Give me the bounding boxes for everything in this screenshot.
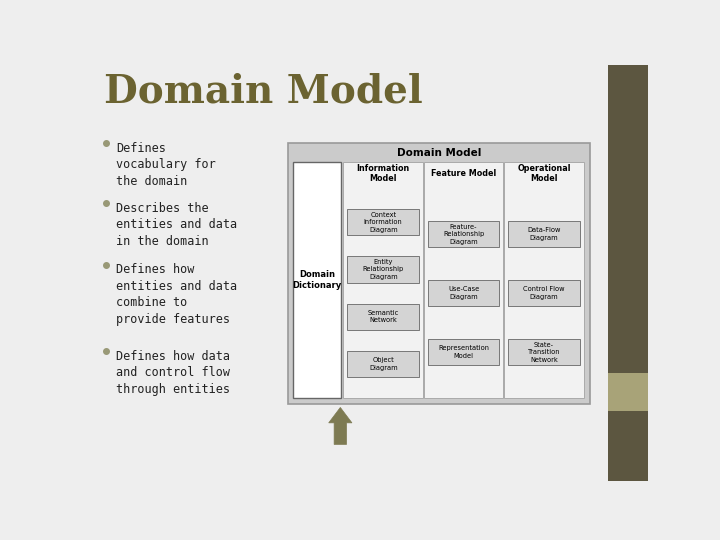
- Text: Control Flow
Diagram: Control Flow Diagram: [523, 286, 564, 300]
- Text: Information
Model: Information Model: [356, 164, 410, 183]
- Bar: [428, 339, 500, 365]
- Bar: [293, 162, 341, 398]
- Bar: [347, 351, 419, 377]
- Bar: [347, 256, 419, 282]
- Text: Semantic
Network: Semantic Network: [368, 310, 399, 323]
- Bar: [343, 162, 423, 398]
- Text: Operational
Model: Operational Model: [517, 164, 571, 183]
- Bar: [287, 143, 590, 403]
- Bar: [608, 373, 648, 411]
- Polygon shape: [329, 408, 352, 444]
- Bar: [608, 411, 648, 481]
- Text: Object
Diagram: Object Diagram: [369, 357, 397, 371]
- Text: Describes the
entities and data
in the domain: Describes the entities and data in the d…: [117, 202, 238, 248]
- Bar: [508, 221, 580, 247]
- Bar: [347, 209, 419, 235]
- Text: Data-Flow
Diagram: Data-Flow Diagram: [527, 227, 561, 241]
- Text: State-
Transition
Network: State- Transition Network: [528, 342, 560, 363]
- Text: Defines
vocabulary for
the domain: Defines vocabulary for the domain: [117, 142, 216, 188]
- Bar: [508, 339, 580, 365]
- Bar: [508, 280, 580, 306]
- Text: Domain
Dictionary: Domain Dictionary: [292, 271, 342, 290]
- Text: Defines how data
and control flow
through entities: Defines how data and control flow throug…: [117, 350, 230, 396]
- Text: Defines how
entities and data
combine to
provide features: Defines how entities and data combine to…: [117, 264, 238, 326]
- Text: Domain Model: Domain Model: [104, 72, 423, 111]
- Text: Use-Case
Diagram: Use-Case Diagram: [448, 286, 480, 300]
- Bar: [608, 65, 648, 373]
- Bar: [504, 162, 584, 398]
- Bar: [347, 303, 419, 330]
- Text: Representation
Model: Representation Model: [438, 346, 489, 359]
- Text: Entity
Relationship
Diagram: Entity Relationship Diagram: [363, 259, 404, 280]
- Text: Context
Information
Diagram: Context Information Diagram: [364, 212, 402, 233]
- Text: Feature Model: Feature Model: [431, 169, 496, 178]
- Bar: [428, 221, 500, 247]
- Bar: [424, 162, 503, 398]
- Text: Domain Model: Domain Model: [397, 147, 481, 158]
- Bar: [428, 280, 500, 306]
- Text: Feature-
Relationship
Diagram: Feature- Relationship Diagram: [443, 224, 484, 245]
